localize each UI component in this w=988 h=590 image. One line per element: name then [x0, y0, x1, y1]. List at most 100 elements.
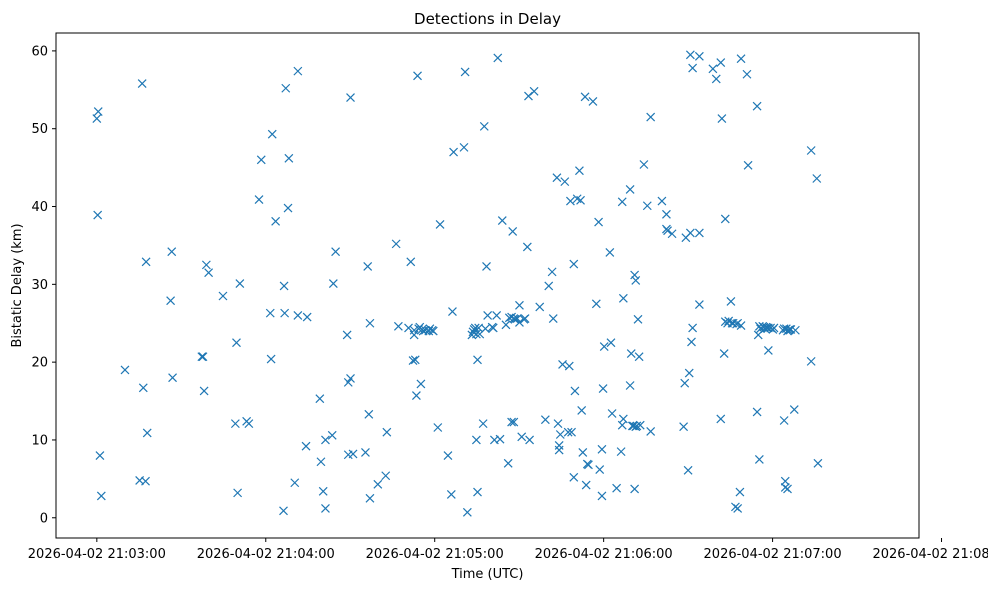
data-point-marker: [488, 323, 498, 333]
data-point-marker: [779, 416, 789, 425]
data-point-marker: [471, 329, 481, 339]
data-point-marker: [199, 386, 209, 396]
data-point-marker: [719, 349, 729, 359]
chart-title: Detections in Delay: [414, 10, 561, 28]
data-point-marker: [742, 69, 752, 79]
y-axis-label: Bistatic Delay (km): [10, 223, 25, 347]
data-point-marker: [348, 449, 358, 459]
data-point-marker: [683, 465, 693, 475]
data-point-marker: [373, 479, 383, 489]
data-point-marker: [646, 426, 656, 436]
data-point-marker: [525, 435, 535, 445]
data-point-marker: [547, 267, 557, 277]
data-point-marker: [612, 483, 622, 493]
data-point-marker: [736, 321, 746, 330]
data-point-marker: [279, 506, 288, 516]
data-point-marker: [501, 320, 511, 330]
data-point-marker: [591, 299, 601, 309]
data-point-marker: [646, 112, 656, 122]
x-axis-ticks: 2026-04-02 21:03:00 2026-04-02 21:04:00 20…: [28, 538, 988, 562]
x-tick-label: 2026-04-02 21:06:00: [535, 547, 673, 562]
data-point-marker: [301, 441, 311, 451]
data-point-marker: [663, 226, 672, 236]
data-point-marker: [483, 311, 493, 320]
data-point-marker: [555, 430, 565, 439]
data-point-marker: [517, 432, 527, 442]
data-point-marker: [633, 314, 643, 324]
data-point-marker: [616, 447, 626, 457]
data-point-marker: [548, 314, 558, 323]
data-point-marker: [201, 260, 211, 270]
data-point-marker: [283, 203, 293, 213]
data-point-marker: [544, 281, 554, 291]
data-point-marker: [346, 93, 355, 103]
data-point-marker: [694, 300, 704, 309]
data-point-marker: [716, 58, 726, 67]
data-point-marker: [580, 92, 590, 102]
data-point-marker: [479, 121, 489, 131]
data-point-marker: [789, 405, 799, 415]
data-point-marker: [460, 67, 470, 77]
data-point-marker: [235, 279, 245, 288]
data-point-marker: [244, 419, 254, 429]
data-point-marker: [443, 451, 453, 460]
data-point-marker: [752, 101, 762, 111]
data-point-marker: [688, 323, 698, 333]
data-point-marker: [529, 86, 539, 96]
data-point-marker: [473, 487, 482, 497]
data-point-marker: [346, 374, 355, 383]
data-point-marker: [754, 454, 764, 464]
data-point-marker: [569, 472, 579, 482]
data-point-marker: [321, 504, 330, 513]
data-point-marker: [560, 177, 570, 187]
data-point-marker: [120, 365, 130, 375]
data-point-marker: [293, 311, 303, 320]
data-point-marker: [618, 414, 628, 424]
data-point-marker: [198, 352, 208, 362]
data-point-marker: [522, 242, 532, 252]
data-point-marker: [567, 427, 576, 437]
data-point-marker: [284, 153, 294, 163]
data-point-marker: [806, 356, 816, 366]
data-point-marker: [694, 228, 704, 238]
data-point-marker: [404, 323, 413, 333]
data-point-marker: [495, 434, 505, 444]
data-point-marker: [406, 257, 416, 267]
data-point-marker: [520, 314, 530, 323]
data-point-marker: [599, 342, 609, 352]
data-point-marker: [435, 219, 445, 229]
data-point-marker: [265, 308, 275, 318]
data-point-marker: [507, 417, 516, 427]
data-point-marker: [137, 79, 147, 89]
data-point-marker: [95, 451, 105, 460]
data-point-marker: [92, 114, 102, 124]
data-point-marker: [594, 217, 604, 227]
data-point-marker: [625, 381, 635, 390]
data-point-marker: [497, 216, 507, 225]
data-point-marker: [535, 302, 545, 312]
data-point-marker: [554, 445, 564, 455]
data-point-marker: [685, 50, 695, 60]
data-point-marker: [711, 74, 721, 84]
data-point-marker: [232, 338, 241, 348]
data-point-marker: [233, 488, 243, 498]
data-point-marker: [564, 361, 574, 371]
data-point-marker: [266, 354, 276, 364]
data-point-marker: [631, 276, 641, 285]
data-point-marker: [667, 229, 677, 239]
data-point-marker: [93, 107, 103, 117]
data-point-marker: [618, 293, 628, 303]
data-point-marker: [626, 349, 636, 359]
data-point-marker: [279, 281, 289, 291]
data-point-marker: [508, 226, 518, 236]
x-tick-label: 2026-04-02 21:03:00: [28, 547, 166, 562]
x-tick-label: 2026-04-02 21:07:00: [704, 547, 842, 562]
data-point-marker: [315, 394, 325, 404]
x-tick-label: 2026-04-02 21:04:00: [197, 547, 335, 562]
data-point-marker: [552, 173, 562, 183]
data-point-marker: [271, 216, 281, 226]
data-point-marker: [449, 147, 458, 157]
data-point-marker: [735, 487, 745, 497]
data-point-marker: [790, 325, 800, 335]
data-point-marker: [166, 296, 176, 306]
